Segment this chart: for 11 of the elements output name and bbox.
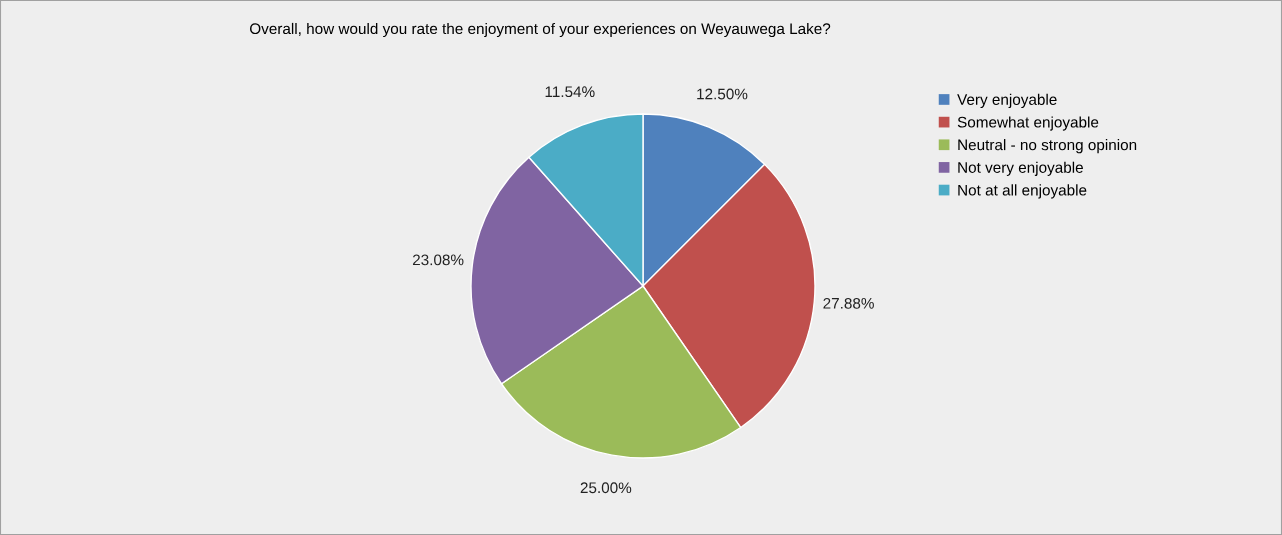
legend-label: Not at all enjoyable: [958, 184, 1087, 199]
data-label: 27.88%: [823, 297, 874, 309]
legend-label: Very enjoyable: [957, 93, 1057, 108]
data-label: 11.54%: [545, 86, 595, 98]
legend-label: Somewhat enjoyable: [957, 116, 1099, 131]
data-label: 25.00%: [580, 482, 632, 494]
legend-label: Not very enjoyable: [958, 161, 1083, 176]
legend-label: Neutral - no strong opinion: [958, 139, 1137, 154]
chart-title: Overall, how would you rate the enjoyment of your experiences on Weyauwega Lake?: [250, 22, 831, 38]
data-label: 12.50%: [697, 88, 748, 100]
data-label: 23.08%: [412, 254, 464, 266]
